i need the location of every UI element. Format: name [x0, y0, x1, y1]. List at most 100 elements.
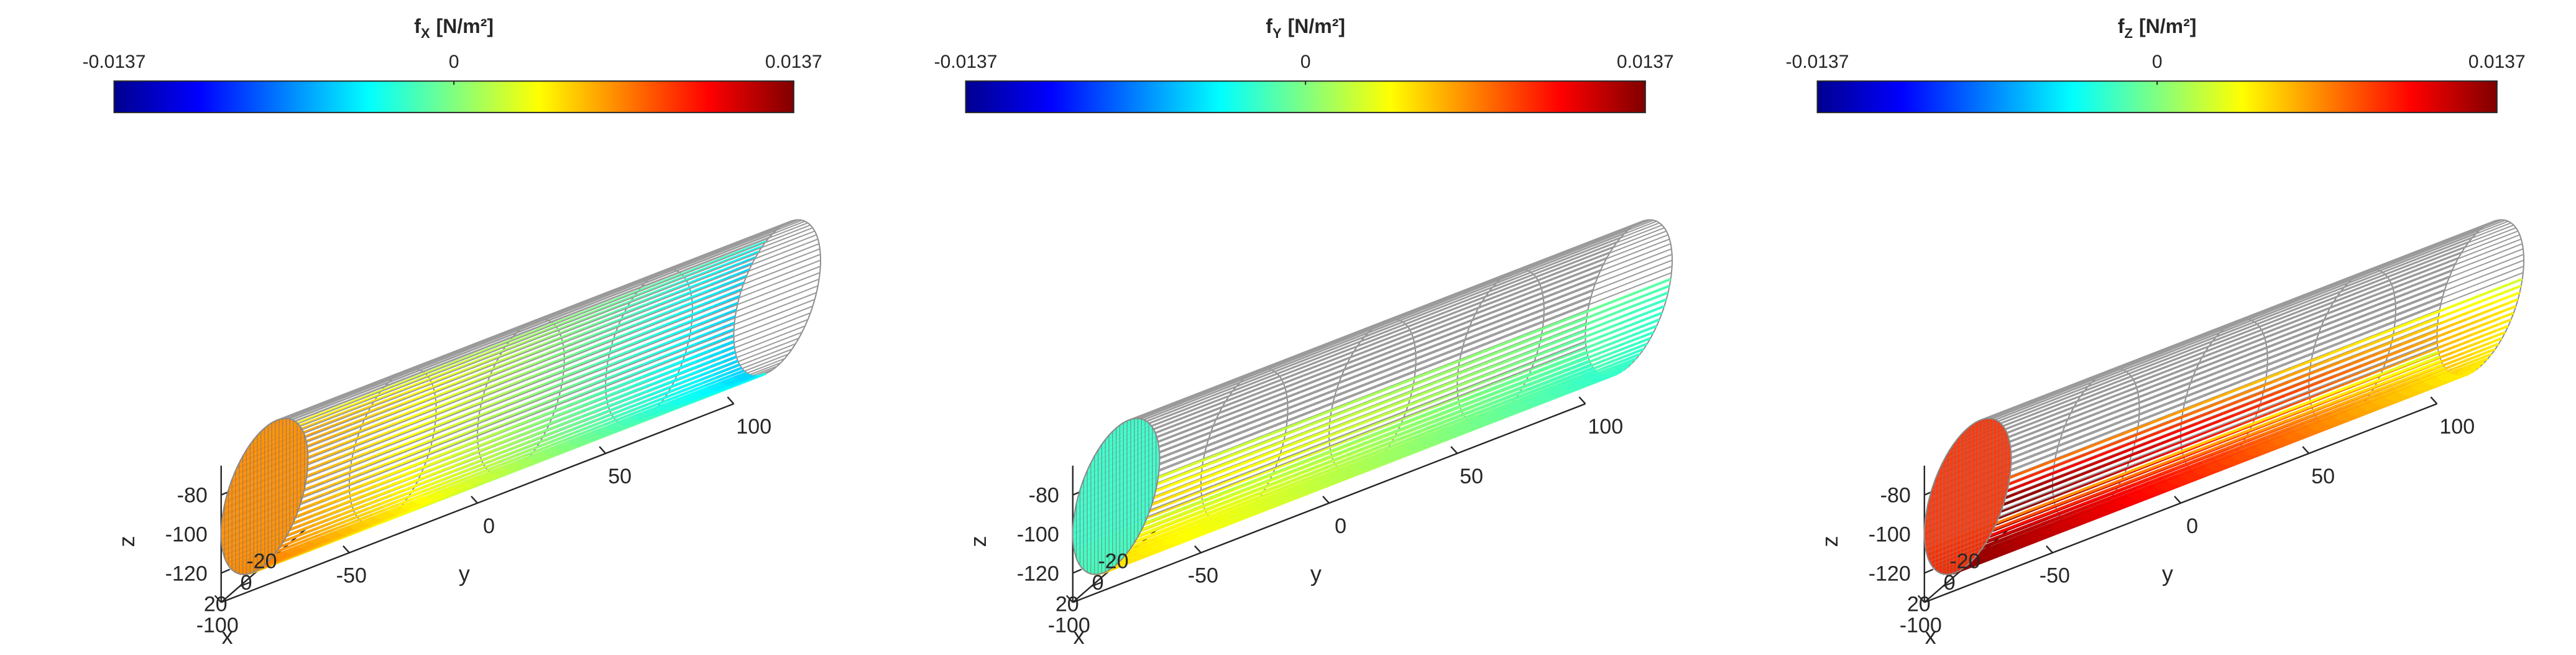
cylinder-generator-segment	[495, 468, 510, 476]
cylinder-generator-segment	[724, 360, 738, 367]
cylinder-generator-segment	[1360, 352, 1374, 359]
colorbar-title-symbol: f	[414, 15, 421, 37]
cylinder-generator-segment	[729, 379, 743, 388]
cylinder-generator-segment	[714, 255, 729, 263]
cylinder-generator-segment	[1651, 227, 1665, 234]
cylinder-generator-segment	[1557, 299, 1570, 306]
cylinder-generator-segment	[1633, 263, 1647, 270]
cylinder-generator-segment	[767, 293, 781, 300]
cylinder-generator-segment	[1279, 371, 1293, 378]
cylinder-generator-segment	[380, 497, 394, 505]
cylinder-generator-segment	[1515, 339, 1529, 347]
cylinder-generator-segment	[410, 419, 424, 426]
colorbar-tick-zero: 0	[449, 52, 459, 72]
cylinder-generator-segment	[763, 245, 777, 252]
cylinder-generator-segment	[338, 484, 352, 491]
cylinder-generator-segment	[1453, 345, 1468, 351]
cylinder-generator-segment	[1331, 403, 1345, 410]
cylinder-generator-segment	[611, 295, 626, 302]
cylinder-generator-segment	[1214, 383, 1228, 389]
cylinder-generator-segment	[1272, 365, 1286, 371]
cylinder-generator-segment	[1244, 393, 1259, 399]
cylinder-generator-segment	[1424, 323, 1438, 330]
cylinder-generator-segment	[489, 369, 504, 377]
cylinder-generator-segment	[371, 434, 385, 441]
cylinder-generator-segment	[580, 400, 594, 408]
cylinder-generator-segment	[730, 289, 744, 296]
cylinder-generator-segment	[391, 488, 405, 496]
cylinder-generator-segment	[786, 232, 801, 239]
cylinder-generator-segment	[1632, 287, 1646, 295]
cylinder-generator-segment	[310, 439, 324, 447]
cylinder-generator-segment	[1162, 439, 1175, 446]
cylinder-generator-segment	[441, 383, 455, 390]
cylinder-generator-segment	[1180, 421, 1194, 428]
cylinder-generator-segment	[1499, 332, 1513, 339]
cylinder-generator-segment	[392, 373, 405, 380]
cylinder-generator-segment	[1384, 318, 1398, 325]
cylinder-generator-segment	[704, 288, 718, 294]
cylinder-generator-segment	[1433, 363, 1448, 370]
cylinder-generator-segment	[678, 281, 692, 289]
cylinder-generator-segment	[326, 427, 340, 435]
cylinder-generator-segment	[1566, 273, 1580, 280]
cylinder-generator-segment	[1179, 398, 1193, 405]
cylinder-generator-segment	[579, 431, 594, 439]
cylinder-generator-segment	[464, 379, 478, 387]
cylinder-generator-segment	[1527, 287, 1540, 294]
cylinder-generator-segment	[1610, 239, 1624, 246]
cylinder-generator-segment	[1525, 264, 1539, 271]
cylinder-generator-segment	[1241, 403, 1256, 409]
cylinder-generator-segment	[752, 254, 766, 261]
cylinder-generator-segment	[587, 323, 600, 329]
cylinder-generator-segment	[455, 463, 469, 472]
cylinder-generator-segment	[460, 377, 474, 384]
cylinder-generator-segment	[1431, 335, 1445, 341]
cylinder-generator-segment	[1620, 328, 1635, 336]
cylinder-generator-segment	[799, 227, 813, 234]
cylinder-generator-segment	[490, 435, 505, 442]
cylinder-generator-segment	[420, 387, 434, 394]
cylinder-generator-segment	[408, 412, 422, 420]
cylinder-generator-segment	[1627, 225, 1641, 231]
cylinder-generator-segment	[682, 343, 696, 351]
cylinder-generator-segment	[1543, 297, 1558, 304]
cylinder-generator-segment	[528, 354, 542, 362]
cylinder-generator-segment	[1283, 378, 1297, 384]
cylinder-generator-segment	[558, 325, 572, 332]
cylinder-generator-segment	[607, 379, 621, 386]
cylinder-generator-segment	[1307, 348, 1321, 355]
cylinder-generator-segment	[340, 477, 354, 484]
cylinder-generator-segment	[1529, 327, 1543, 335]
cylinder-generator-segment	[789, 235, 803, 242]
cylinder-generator-segment	[508, 463, 522, 471]
cylinder-generator-segment	[1569, 294, 1583, 301]
cylinder-generator-segment	[656, 401, 670, 409]
cylinder-generator-segment	[446, 355, 459, 361]
cylinder-generator-segment	[694, 270, 708, 278]
cylinder-generator-segment	[729, 272, 743, 279]
cylinder-generator-segment	[435, 409, 449, 416]
cylinder-generator-segment	[602, 333, 616, 340]
cylinder-generator-segment	[333, 523, 347, 531]
cylinder-generator-segment	[1230, 462, 1244, 470]
cylinder-generator-segment	[1427, 361, 1442, 368]
cylinder-generator-segment	[1573, 244, 1587, 251]
cylinder-generator-segment	[320, 460, 333, 467]
cylinder-generator-segment	[602, 345, 616, 351]
cylinder-generator-segment	[449, 348, 463, 355]
cylinder-generator-segment	[1405, 393, 1419, 400]
cylinder-generator-segment	[1206, 439, 1220, 446]
cylinder-generator-segment	[459, 393, 473, 400]
cylinder-generator-segment	[1157, 437, 1172, 444]
cylinder-generator-segment	[1164, 493, 1178, 501]
cylinder-generator-segment	[1323, 345, 1337, 351]
cylinder-generator-segment	[549, 436, 563, 444]
cylinder-generator-segment	[423, 401, 437, 408]
cylinder-generator-segment	[1542, 276, 1557, 283]
cylinder-generator-segment	[383, 395, 397, 403]
cylinder-generator-segment	[512, 366, 527, 374]
cylinder-generator-segment	[665, 333, 679, 340]
cylinder-generator-segment	[353, 404, 367, 411]
cylinder-generator-segment	[652, 338, 666, 345]
